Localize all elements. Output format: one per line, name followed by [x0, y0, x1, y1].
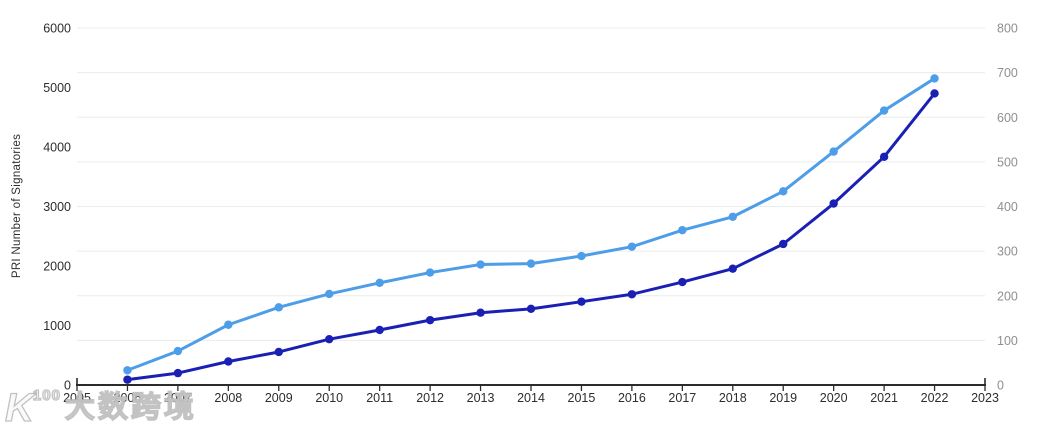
- tick-labels-layer: 2005 2006 2007 2008 2009 2010 2011 2012 2013 2014…: [43, 22, 1018, 406]
- light-blue-series-point: [930, 74, 939, 83]
- light-blue-series-point: [375, 278, 384, 288]
- dark-blue-series-point: [375, 325, 384, 335]
- left-tick-label: 4000: [43, 141, 71, 155]
- light-blue-series-point: [879, 106, 889, 115]
- light-blue-series-point: [627, 242, 637, 251]
- x-tick-label: 2006: [114, 391, 142, 405]
- dark-blue-series-point: [123, 375, 132, 384]
- x-tick-label: 2020: [820, 391, 848, 405]
- x-tick-label: 2013: [467, 391, 495, 405]
- dark-blue-series-point: [425, 315, 435, 325]
- x-tick-label: 2007: [164, 391, 192, 405]
- left-axis-title: PRI Number of Signatories: [11, 134, 23, 278]
- dark-blue-series-point: [879, 152, 889, 162]
- x-tick-label: 2021: [870, 391, 898, 405]
- right-tick-label: 400: [997, 200, 1018, 214]
- light-blue-series-point: [173, 346, 183, 356]
- right-tick-label: 100: [997, 334, 1018, 348]
- x-tick-label: 2017: [668, 391, 696, 405]
- light-blue-series-point: [577, 251, 586, 261]
- dark-blue-series-point: [829, 199, 838, 208]
- light-blue-series-point: [728, 212, 737, 221]
- axis-layer: [76, 378, 986, 391]
- x-tick-label: 2010: [315, 391, 343, 405]
- right-tick-label: 500: [997, 155, 1018, 169]
- dark-blue-series-point: [526, 304, 536, 314]
- dark-blue-series-point: [779, 239, 788, 249]
- series-layer: [123, 74, 939, 384]
- left-tick-label: 0: [64, 379, 71, 393]
- dark-blue-series-point: [627, 290, 637, 299]
- x-tick-label: 2022: [921, 391, 949, 405]
- left-tick-label: 1000: [43, 319, 71, 333]
- left-tick-label: 5000: [43, 81, 71, 95]
- dark-blue-series-point: [224, 357, 233, 366]
- light-blue-series-point: [123, 366, 132, 375]
- light-blue-series-point: [274, 303, 283, 312]
- dark-blue-series-point: [930, 89, 939, 98]
- x-tick-label: 2018: [719, 391, 747, 405]
- dark-blue-series-point: [173, 368, 183, 378]
- right-tick-label: 200: [997, 289, 1018, 303]
- light-blue-series-point: [829, 147, 838, 156]
- right-tick-label: 300: [997, 245, 1018, 259]
- light-blue-series-point: [526, 259, 536, 268]
- dark-blue-series-point: [728, 264, 737, 273]
- right-tick-label: 0: [997, 379, 1004, 393]
- right-tick-label: 600: [997, 111, 1018, 125]
- x-tick-label: 2005: [63, 391, 91, 405]
- light-blue-series-point: [476, 260, 485, 269]
- x-tick-label: 2016: [618, 391, 646, 405]
- x-tick-label: 2009: [265, 391, 293, 405]
- left-tick-label: 3000: [43, 200, 71, 214]
- x-tick-label: 2011: [366, 391, 393, 405]
- right-tick-label: 700: [997, 66, 1018, 80]
- gridlines-layer: [77, 27, 985, 341]
- dark-blue-series-point: [325, 334, 334, 344]
- light-blue-series-point: [425, 268, 435, 277]
- left-tick-label: 6000: [43, 22, 71, 36]
- x-tick-label: 2008: [214, 391, 242, 405]
- light-blue-series-line: [125, 76, 937, 372]
- dark-blue-series-point: [274, 347, 283, 357]
- dark-blue-series-point: [577, 297, 586, 306]
- light-blue-series-point: [779, 187, 788, 196]
- x-tick-label: 2014: [517, 391, 545, 405]
- dark-blue-series-line: [125, 91, 937, 382]
- right-tick-label: 800: [997, 22, 1018, 36]
- light-blue-series-point: [224, 320, 233, 329]
- left-tick-label: 2000: [43, 260, 71, 274]
- dark-blue-series-point: [476, 308, 485, 317]
- x-tick-label: 2023: [971, 391, 999, 405]
- light-blue-series-point: [678, 225, 687, 235]
- x-tick-label: 2015: [568, 391, 596, 405]
- light-blue-series-point: [325, 289, 334, 299]
- x-tick-label: 2012: [416, 391, 444, 405]
- dark-blue-series-point: [678, 277, 687, 287]
- x-tick-label: 2019: [769, 391, 797, 405]
